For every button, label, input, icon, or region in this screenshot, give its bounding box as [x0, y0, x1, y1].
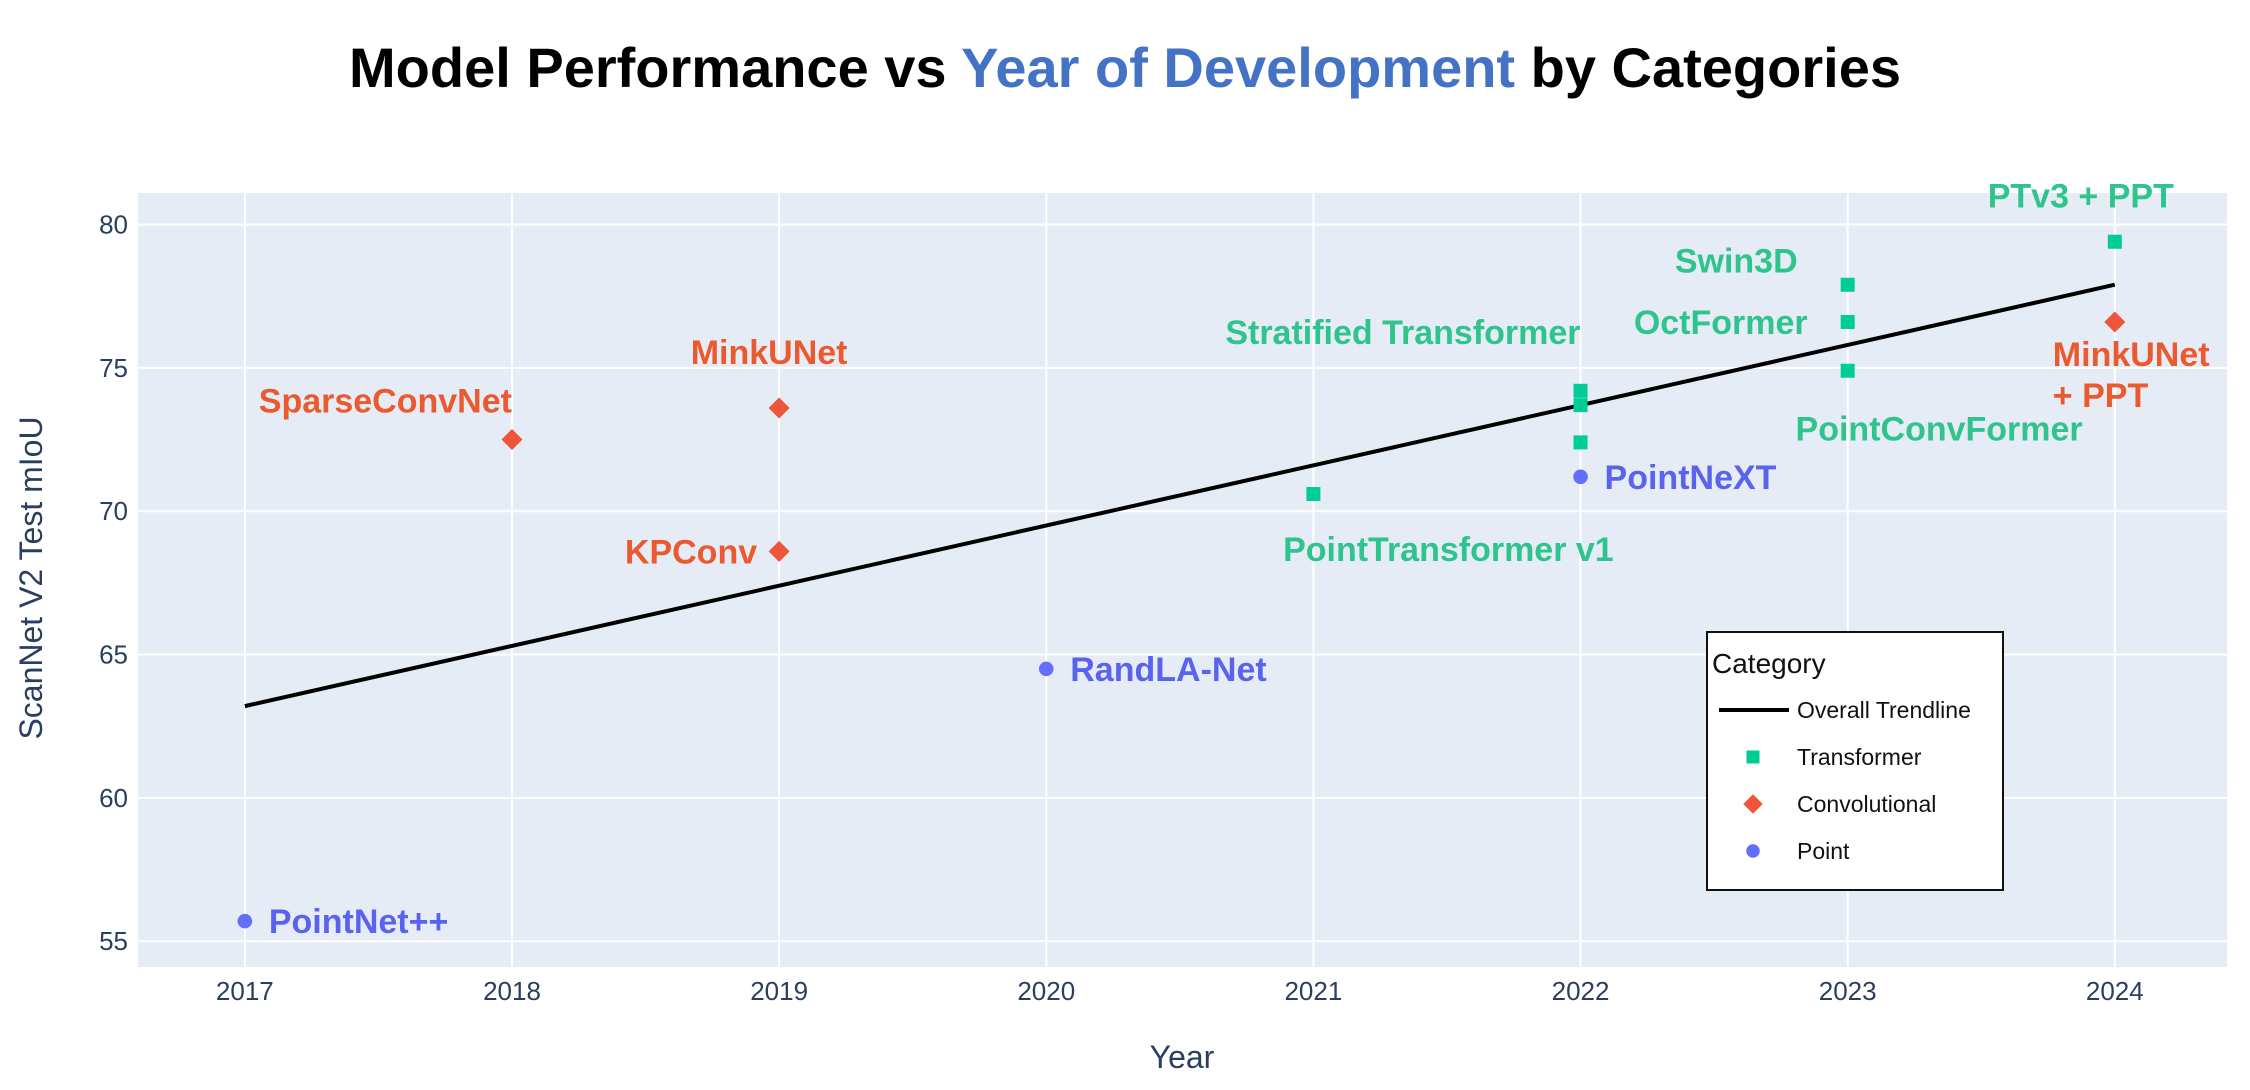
marker-transformer [1573, 383, 1588, 398]
point-label: SparseConvNet [259, 383, 512, 421]
x-tick-label: 2019 [750, 976, 808, 1006]
marker-convolutional [768, 397, 790, 419]
y-axis-ticks: 55 60 65 70 75 80 [99, 210, 128, 957]
annotations: PointNet++ RandLA-Net PointNeXT SparseConvN… [259, 178, 2210, 941]
chart-title: Model Performance vs Year of Development… [349, 36, 1901, 99]
marker-point [1038, 661, 1054, 677]
x-tick-label: 2018 [483, 976, 541, 1006]
marker-convolutional [501, 429, 523, 451]
y-tick-label: 55 [99, 926, 128, 956]
point-label: KPConv [625, 533, 757, 571]
x-tick-label: 2020 [1017, 976, 1075, 1006]
markers [237, 234, 2126, 929]
trendline [244, 282, 2116, 709]
marker-transformer [1840, 315, 1855, 329]
point-label: Swin3D [1675, 243, 1798, 281]
marker-transformer [1573, 398, 1588, 413]
legend-title: Category [1712, 648, 1826, 679]
marker-point [1573, 469, 1588, 485]
y-tick-label: 75 [99, 353, 128, 383]
legend-swatch-transformer [1746, 750, 1760, 764]
chart-title-part-1: Year of Development [961, 36, 1515, 99]
marker-convolutional [768, 540, 790, 562]
point-label: PointConvFormer [1796, 411, 2083, 449]
point-label: Stratified Transformer [1225, 314, 1580, 352]
chart-title-part-2: by Categories [1515, 36, 1901, 99]
legend-entry-label: Overall Trendline [1797, 697, 1971, 723]
x-tick-label: 2022 [1552, 976, 1610, 1006]
y-tick-label: 80 [99, 210, 128, 240]
marker-convolutional [2104, 311, 2126, 333]
point-label: PointNeXT [1605, 459, 1777, 497]
marker-transformer [1306, 487, 1321, 501]
x-axis-title: Year [1150, 1039, 1215, 1075]
marker-transformer [2107, 234, 2122, 249]
point-label: PointNet++ [269, 903, 448, 941]
marker-transformer [1840, 363, 1855, 378]
point-label: + PPT [2053, 377, 2149, 415]
point-label: MinkUNet [691, 334, 848, 372]
point-label: OctFormer [1634, 304, 1808, 342]
y-tick-label: 65 [99, 640, 128, 670]
marker-transformer [1573, 435, 1588, 450]
marker-transformer [1840, 277, 1855, 292]
legend-swatch-convolutional [1743, 794, 1763, 814]
legend-entry-label: Transformer [1797, 744, 1922, 770]
legend-swatch-point [1746, 844, 1760, 858]
marker-point [237, 913, 253, 929]
point-label: MinkUNet [2053, 336, 2210, 374]
legend-entry-label: Convolutional [1797, 791, 1936, 817]
x-tick-label: 2023 [1819, 976, 1877, 1006]
point-label: RandLA-Net [1070, 651, 1266, 689]
point-label: PointTransformer v1 [1283, 531, 1614, 569]
point-label: PTv3 + PPT [1988, 178, 2174, 216]
chart-title-part-0: Model Performance vs [349, 36, 961, 99]
y-tick-label: 70 [99, 496, 128, 526]
y-axis-title: ScanNet V2 Test mIoU [13, 416, 49, 739]
x-tick-label: 2024 [2086, 976, 2144, 1006]
legend: Category Overall Trendline Transformer Conv… [1706, 631, 2004, 891]
y-tick-label: 60 [99, 783, 128, 813]
x-tick-label: 2021 [1284, 976, 1342, 1006]
x-tick-label: 2017 [216, 976, 274, 1006]
x-axis-ticks: 2017 2018 2019 2020 2021 2022 2023 2024 [216, 976, 2144, 1006]
legend-entry-label: Point [1797, 838, 1850, 864]
